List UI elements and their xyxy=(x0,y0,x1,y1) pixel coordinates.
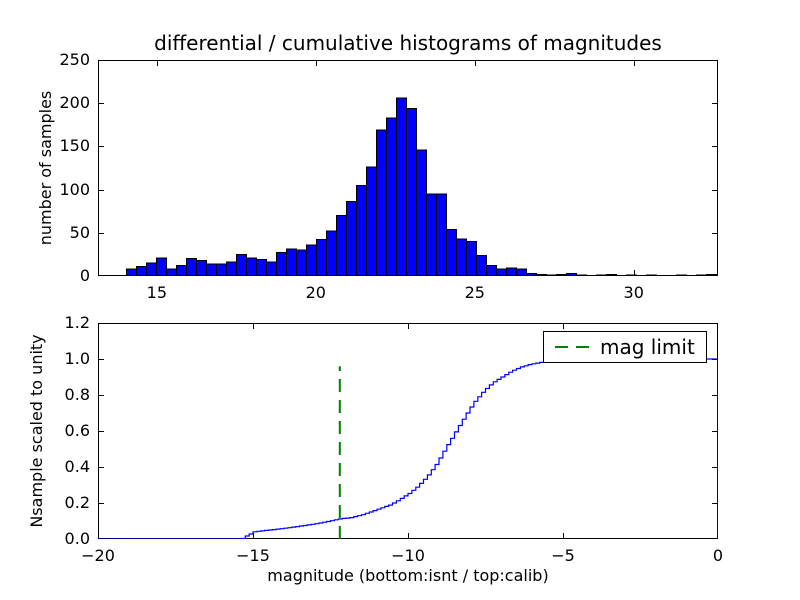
histogram-bar xyxy=(176,265,188,276)
y-tick-label: 0.0 xyxy=(64,529,90,548)
x-tick-label: −15 xyxy=(236,546,270,565)
histogram-bar xyxy=(366,166,378,276)
y-tick-label: 1.2 xyxy=(64,313,90,332)
histogram-bar xyxy=(496,268,508,276)
histogram-bar xyxy=(226,261,238,276)
legend-label: mag limit xyxy=(600,335,695,359)
y-tick-label: 50 xyxy=(69,222,90,242)
x-tick-label: 0 xyxy=(712,546,724,565)
histogram-bar xyxy=(336,215,348,276)
histogram-bar xyxy=(256,259,268,276)
histogram-bar xyxy=(346,201,358,276)
y-tick-label: 250 xyxy=(59,50,90,69)
y-tick-label: 0.2 xyxy=(64,493,90,512)
histogram-bar xyxy=(476,254,488,276)
y-tick-label: 1.0 xyxy=(64,349,90,368)
y-tick-label: 150 xyxy=(59,136,90,156)
x-tick-label: 30 xyxy=(623,283,644,302)
histogram-bar xyxy=(516,268,528,276)
x-tick-label: −5 xyxy=(551,546,575,565)
histogram-bar xyxy=(436,193,448,276)
y-tick-label: 0 xyxy=(79,266,90,285)
cumulative-curve xyxy=(98,358,718,539)
histogram-bar xyxy=(466,240,478,276)
histogram-bar xyxy=(506,267,518,276)
histogram-bar xyxy=(126,268,138,276)
x-tick-label: 15 xyxy=(146,283,167,302)
y-tick-label: 0.4 xyxy=(64,457,90,476)
histogram-bar xyxy=(386,117,398,276)
histogram-bar xyxy=(276,252,288,276)
histogram-bar xyxy=(426,193,438,276)
histogram-bar xyxy=(236,253,248,276)
legend-box: mag limit xyxy=(543,331,707,363)
histogram-bar xyxy=(406,107,418,276)
histogram-bar xyxy=(416,149,428,276)
mag-limit-dashed-line-icon xyxy=(555,346,589,348)
y-tick-label: 200 xyxy=(59,93,90,113)
histogram-bar xyxy=(136,266,148,276)
histogram-bar xyxy=(356,184,368,276)
histogram-bar xyxy=(266,261,278,276)
histogram-bar xyxy=(446,228,458,276)
histogram-bar xyxy=(286,248,298,276)
x-tick-label: 25 xyxy=(464,283,485,302)
x-tick-label: −20 xyxy=(81,546,115,565)
histogram-bar xyxy=(186,258,198,276)
y-tick-label: 100 xyxy=(59,179,90,199)
x-tick-label: −10 xyxy=(391,546,425,565)
histogram-bar xyxy=(326,230,338,276)
histogram-bar xyxy=(316,239,328,276)
histogram-bar xyxy=(196,259,208,276)
histogram-bar xyxy=(206,263,218,276)
x-axis-label: magnitude (bottom:isnt / top:calib) xyxy=(267,566,549,585)
histogram-bar xyxy=(456,238,468,276)
histogram-bar xyxy=(486,265,498,276)
y-tick-label: 0.8 xyxy=(64,385,90,404)
x-tick-label: 20 xyxy=(305,283,326,302)
histogram-bar xyxy=(166,268,178,276)
histogram-bar xyxy=(396,97,408,276)
histogram-bar xyxy=(156,257,168,276)
histogram-bar xyxy=(146,262,158,276)
differential-histogram-plot xyxy=(98,60,718,276)
y-tick-label: 0.6 xyxy=(64,421,90,440)
histogram-bar xyxy=(296,249,308,276)
histogram-bars xyxy=(126,97,718,276)
histogram-bar xyxy=(376,129,388,276)
chart-title: differential / cumulative histograms of … xyxy=(154,31,662,55)
histogram-bar xyxy=(306,244,318,276)
histogram-bar xyxy=(216,263,228,276)
histogram-bar xyxy=(246,257,258,276)
axes-frame xyxy=(98,60,718,276)
